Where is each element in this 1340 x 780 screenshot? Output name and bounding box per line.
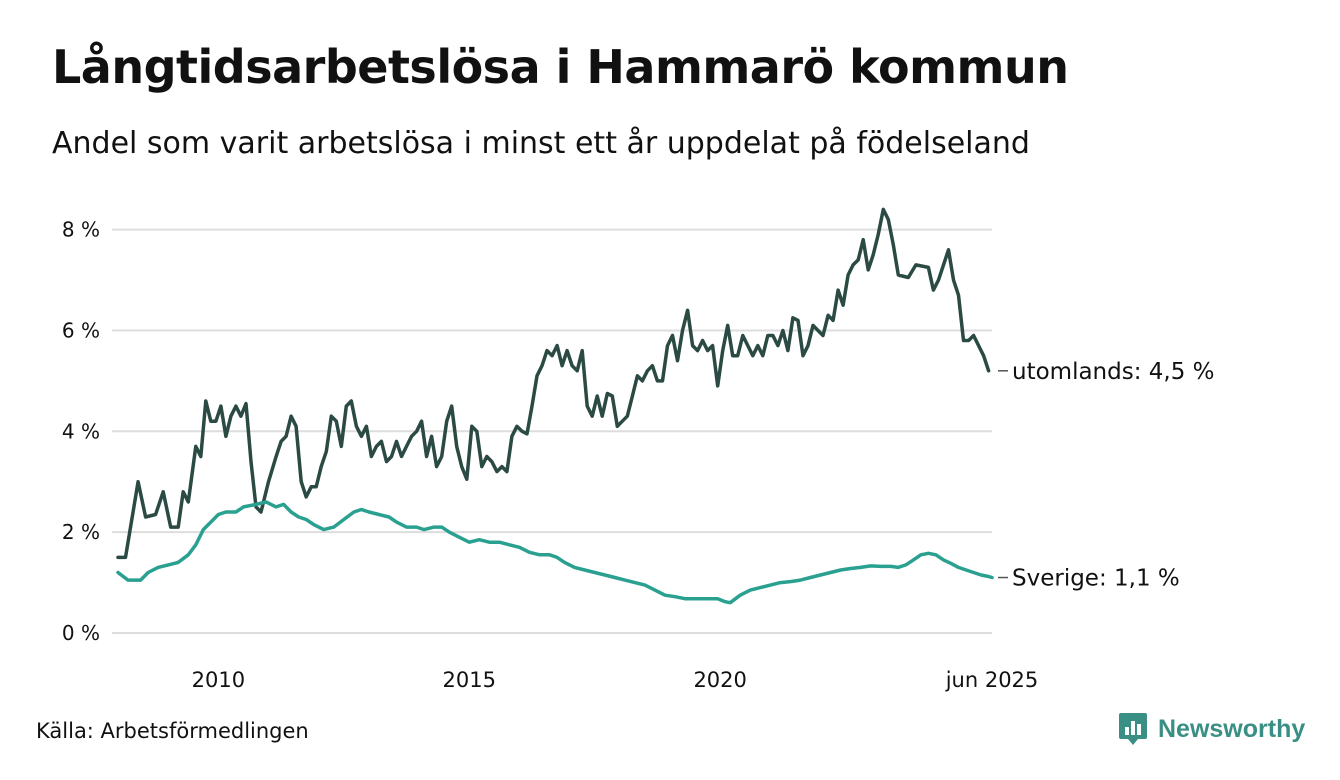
series-end-label: utomlands: 4,5 % — [1012, 359, 1215, 385]
y-tick-label: 8 % — [62, 218, 100, 242]
newsworthy-logo-icon — [1119, 713, 1147, 745]
brand-name: Newsworthy — [1158, 714, 1306, 743]
series-lines — [116, 207, 994, 605]
x-tick-label: 2020 — [693, 668, 746, 692]
y-axis-ticks: 0 % 2 % 4 % 6 % 8 % — [62, 218, 100, 645]
series-line-utomlands — [116, 207, 991, 560]
x-tick-label: 2015 — [443, 668, 496, 692]
chart-subtitle: Andel som varit arbetslösa i minst ett å… — [52, 126, 1030, 161]
series-line-sverige — [116, 500, 994, 605]
y-tick-label: 2 % — [62, 520, 100, 544]
source-note: Källa: Arbetsförmedlingen — [36, 719, 309, 743]
y-tick-label: 6 % — [62, 318, 100, 342]
x-axis-ticks: 2010 2015 2020 jun 2025 — [192, 668, 1039, 692]
gridlines — [112, 228, 992, 634]
y-tick-label: 4 % — [62, 419, 100, 443]
x-tick-label: jun 2025 — [945, 668, 1039, 692]
y-tick-label: 0 % — [62, 621, 100, 645]
series-end-labels: utomlands: 4,5 % Sverige: 1,1 % — [998, 359, 1215, 592]
chart-title: Långtidsarbetslösa i Hammarö kommun — [52, 40, 1069, 94]
brand-logo[interactable]: Newsworthy — [1118, 712, 1305, 746]
x-tick-label: 2010 — [192, 668, 245, 692]
series-end-label: Sverige: 1,1 % — [1012, 566, 1180, 592]
